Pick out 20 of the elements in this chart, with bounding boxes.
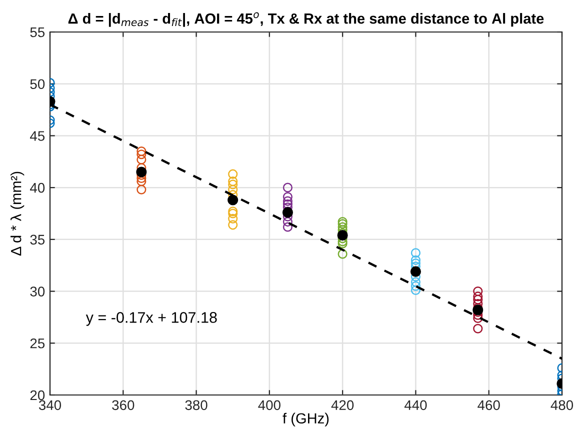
- y-tick-label: 25: [30, 338, 45, 348]
- y-tick-label: 20: [30, 390, 45, 400]
- x-tick-label: 400: [258, 400, 280, 410]
- y-tick-label: 50: [30, 79, 45, 90]
- x-tick-label: 380: [185, 400, 208, 410]
- chart-title: Δ d = |d$_{meas}$ - d$_{fit}$|, AOI = 45$^{o}$, Tx & Rx at the same distance to Al plate: [68, 12, 544, 27]
- x-tick-label: 340: [38, 400, 62, 410]
- y-tick-label: 40: [30, 182, 45, 193]
- x-tick-label: 460: [478, 400, 500, 410]
- x-tick-label: 420: [331, 400, 354, 410]
- x-axis-title: f (GHz): [282, 412, 329, 426]
- x-tick-label: 440: [404, 400, 427, 410]
- y-tick-label: 30: [30, 286, 45, 296]
- x-tick-label: 360: [112, 400, 134, 410]
- y-tick-label: 35: [30, 234, 45, 245]
- y-tick-label: 45: [30, 131, 45, 141]
- y-axis-title: Δ d * λ (mm²): [10, 172, 24, 256]
- y-tick-label: 55: [30, 27, 45, 38]
- annotation: y = -0.17x + 107.18: [86, 312, 217, 326]
- x-tick-label: 480: [550, 400, 574, 410]
